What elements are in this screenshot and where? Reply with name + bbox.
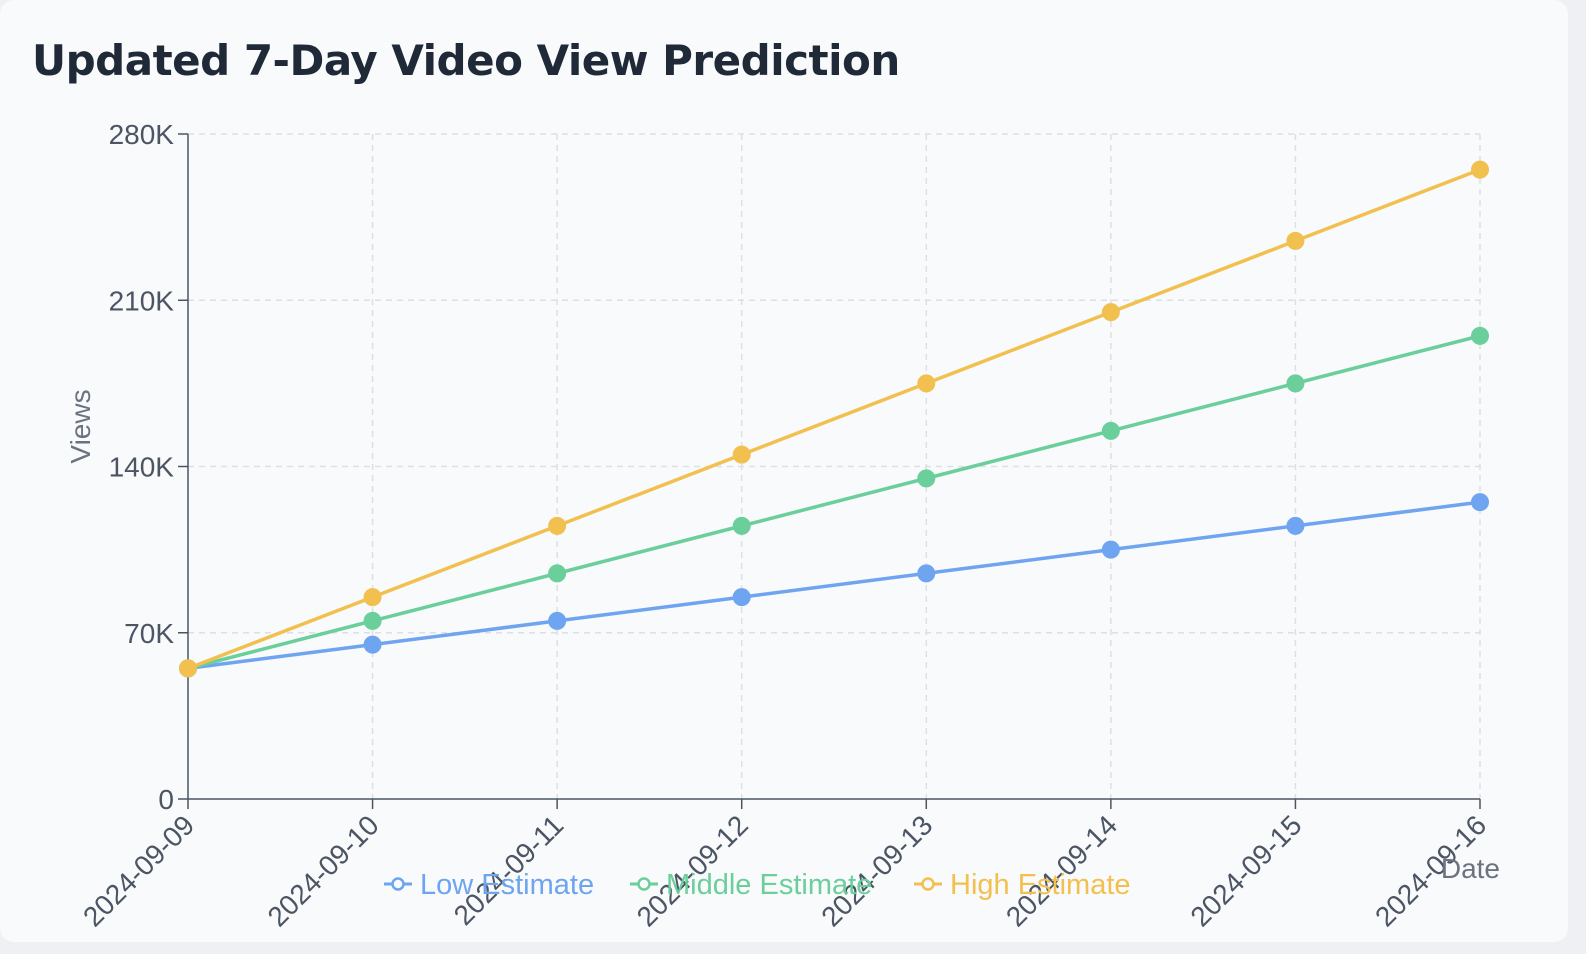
- data-point[interactable]: [548, 611, 567, 630]
- x-tick-label: 2024-09-15: [1184, 809, 1307, 932]
- line-chart: 0 70K 140K 210K 280K 2024-09-09 2024-09-10 2024…: [65, 119, 1500, 933]
- legend-item-low-estimate[interactable]: Low Estimate: [384, 869, 594, 901]
- legend[interactable]: Low Estimate Middle Estimate High Estimate: [384, 869, 1131, 901]
- series-middle-estimate: [179, 326, 1489, 678]
- data-point[interactable]: [917, 374, 936, 393]
- data-point[interactable]: [179, 659, 197, 678]
- series-line-high-estimate: [187, 167, 1481, 671]
- data-point[interactable]: [1101, 421, 1120, 440]
- y-tick-label: 0: [158, 784, 174, 815]
- y-tick-label: 140K: [109, 452, 175, 483]
- data-point[interactable]: [548, 564, 567, 583]
- series-group: [179, 160, 1489, 678]
- data-point[interactable]: [917, 469, 936, 488]
- data-point[interactable]: [1471, 493, 1489, 512]
- legend-item-middle-estimate[interactable]: Middle Estimate: [630, 869, 872, 901]
- data-point[interactable]: [363, 588, 382, 607]
- data-point[interactable]: [732, 516, 751, 535]
- series-low-estimate: [179, 493, 1489, 678]
- data-point[interactable]: [1101, 540, 1120, 559]
- data-point[interactable]: [1471, 326, 1489, 345]
- data-point[interactable]: [732, 588, 751, 607]
- data-point[interactable]: [1286, 231, 1305, 250]
- legend-marker-icon: [391, 877, 405, 891]
- legend-marker-icon: [637, 877, 651, 891]
- chart-title: Updated 7-Day Video View Prediction: [32, 36, 900, 85]
- legend-marker-icon: [921, 877, 935, 891]
- y-tick-label: 70K: [124, 618, 174, 649]
- data-point[interactable]: [732, 445, 751, 464]
- data-point[interactable]: [548, 516, 567, 535]
- grid: [188, 133, 1481, 799]
- y-tick-label: 210K: [109, 285, 175, 316]
- x-tick-label: 2024-09-09: [77, 809, 200, 932]
- x-axis-label: Date: [1441, 853, 1500, 884]
- y-tick-label: 280K: [109, 119, 175, 150]
- legend-item-high-estimate[interactable]: High Estimate: [914, 869, 1131, 901]
- data-point[interactable]: [1286, 374, 1305, 393]
- x-tick-label: 2024-09-10: [262, 809, 385, 932]
- series-line-middle-estimate: [187, 334, 1481, 671]
- y-axis-label: Views: [65, 389, 96, 463]
- data-point[interactable]: [363, 635, 382, 654]
- data-point[interactable]: [1101, 303, 1120, 322]
- legend-label: Low Estimate: [420, 869, 594, 901]
- chart-card: Updated 7-Day Video View Prediction 0 70K…: [0, 0, 1568, 942]
- data-point[interactable]: [1471, 160, 1489, 179]
- data-point[interactable]: [363, 611, 382, 630]
- data-point[interactable]: [917, 564, 936, 583]
- series-high-estimate: [179, 160, 1489, 678]
- legend-label: Middle Estimate: [666, 869, 872, 901]
- data-point[interactable]: [1286, 516, 1305, 535]
- legend-label: High Estimate: [950, 869, 1131, 901]
- series-line-low-estimate: [187, 500, 1481, 671]
